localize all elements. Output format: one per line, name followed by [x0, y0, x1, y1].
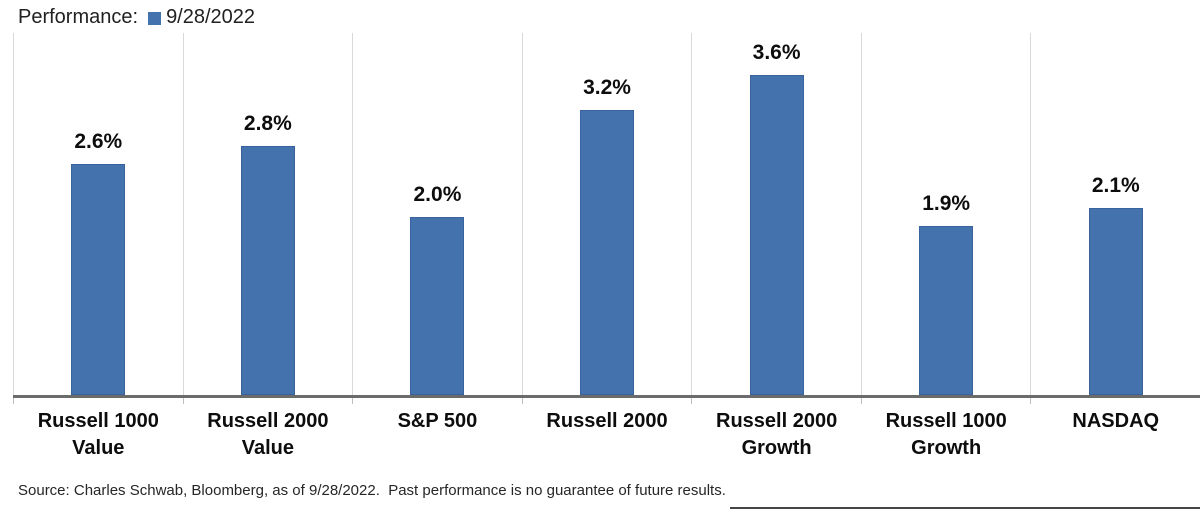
bar-column: 1.9% Russell 1000 Growth	[860, 33, 1031, 459]
axis-tick	[182, 398, 184, 404]
bar-value-label: 2.6%	[74, 129, 123, 153]
bar-column: 2.8% Russell 2000 Value	[182, 33, 353, 459]
bar-column: 2.6% Russell 1000 Value	[13, 33, 183, 459]
bar-column: 2.0% S&P 500	[352, 33, 522, 432]
category-label: NASDAQ	[1072, 410, 1160, 432]
legend-label: 9/28/2022	[166, 6, 256, 28]
axis-tick	[13, 398, 14, 404]
source-note: Source: Charles Schwab, Bloomberg, as of…	[18, 482, 726, 499]
bar-value-label: 2.1%	[1091, 174, 1140, 198]
axis-tick	[1030, 398, 1032, 404]
bar-value-label: 3.6%	[752, 40, 801, 64]
category-label: Russell 1000 Growth	[885, 410, 1007, 459]
chart-header: Performance: 9/28/2022	[18, 6, 255, 29]
category-label: Russell 2000 Value	[207, 410, 329, 459]
bar-value-label: 2.0%	[413, 183, 462, 207]
x-axis-line	[13, 395, 1200, 398]
bar-value-label: 2.8%	[243, 111, 292, 135]
bar-column: 2.1% NASDAQ	[1030, 33, 1200, 432]
chart-title: Performance:	[18, 6, 139, 28]
plot-area: 2.6% Russell 1000 Value 2.8% Russell 2000 V…	[13, 33, 1200, 459]
bar	[919, 226, 974, 395]
bar	[1088, 208, 1143, 395]
footer-rule	[730, 507, 1200, 509]
legend-swatch	[148, 12, 162, 25]
category-label: Russell 2000 Growth	[716, 410, 838, 459]
bar-column: 3.2% Russell 2000	[521, 33, 692, 432]
bar-value-label: 1.9%	[922, 192, 971, 216]
axis-tick	[521, 398, 523, 404]
bar	[240, 146, 295, 395]
bar	[71, 163, 126, 395]
axis-tick	[860, 398, 862, 404]
category-label: S&P 500	[397, 410, 478, 432]
axis-tick	[691, 398, 693, 404]
bar	[410, 217, 465, 395]
axis-tick	[352, 398, 354, 404]
bar	[749, 74, 804, 395]
bar-column: 3.6% Russell 2000 Growth	[691, 33, 861, 459]
bar-value-label: 3.2%	[583, 76, 631, 100]
bar	[580, 110, 635, 395]
category-label: Russell 1000 Value	[37, 410, 159, 459]
category-label: Russell 2000	[546, 410, 668, 432]
